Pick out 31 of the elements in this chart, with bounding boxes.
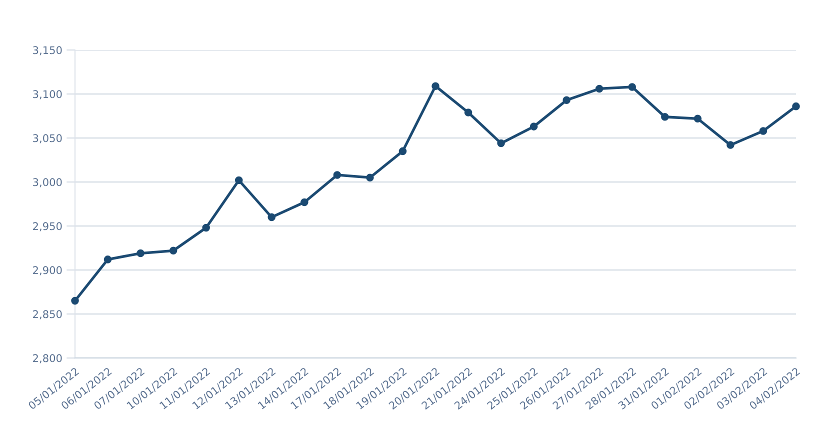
point xyxy=(234,176,243,184)
point xyxy=(300,198,308,206)
point xyxy=(398,147,407,156)
point xyxy=(136,249,144,258)
point xyxy=(366,174,374,182)
y-tick-label: 3,050 xyxy=(33,134,62,144)
y-tick-label: 2,850 xyxy=(33,310,62,320)
point xyxy=(562,96,570,104)
point xyxy=(595,84,604,93)
y-tick-label: 2,800 xyxy=(33,354,62,364)
point xyxy=(530,122,538,130)
point xyxy=(792,102,800,110)
point xyxy=(759,127,768,135)
point xyxy=(628,83,636,91)
point xyxy=(464,108,472,116)
y-tick-label: 3,000 xyxy=(33,178,62,188)
point xyxy=(202,224,210,232)
y-tick-label: 2,950 xyxy=(33,222,62,232)
y-tick-label: 2,900 xyxy=(33,266,62,276)
point xyxy=(333,171,342,179)
point xyxy=(694,114,702,123)
point xyxy=(661,112,669,121)
y-tick-label: 3,150 xyxy=(33,46,62,56)
point xyxy=(169,246,178,255)
point xyxy=(71,296,79,305)
point xyxy=(726,141,734,149)
point xyxy=(104,256,112,264)
point xyxy=(268,213,276,222)
point xyxy=(432,82,440,90)
point xyxy=(497,139,505,148)
y-tick-label: 3,100 xyxy=(33,90,62,100)
